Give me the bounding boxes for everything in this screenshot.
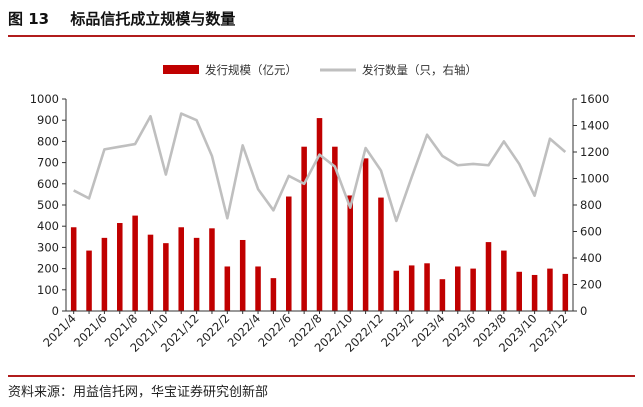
right-tick-label: 1000 <box>580 172 609 186</box>
bar-2022/4 <box>255 266 261 311</box>
left-tick-label: 300 <box>37 240 59 254</box>
bar-2021/12 <box>193 237 200 311</box>
left-tick-label: 600 <box>37 177 59 191</box>
bar-2023/9 <box>516 271 522 311</box>
bar-2022/1 <box>209 228 215 311</box>
x-tick-label: 2023/2 <box>378 311 417 350</box>
bar-2023/12 <box>562 273 569 311</box>
bar-2022/6 <box>286 196 292 311</box>
x-tick-label: 2022/4 <box>225 311 264 350</box>
bar-2021/9 <box>147 234 154 311</box>
bar-2023/8 <box>501 250 507 311</box>
top-rule <box>8 35 635 37</box>
x-tick-label: 2023/6 <box>440 311 479 350</box>
left-tick-label: 700 <box>37 156 59 170</box>
bar-2021/11 <box>178 227 184 311</box>
bar-2022/9 <box>332 146 338 311</box>
bar-2023/4 <box>439 279 446 311</box>
right-tick-label: 400 <box>580 251 602 265</box>
left-tick-label: 400 <box>37 219 59 233</box>
bar-2023/2 <box>408 265 415 311</box>
right-tick-label: 1200 <box>580 145 609 159</box>
left-tick-label: 900 <box>37 113 59 127</box>
bar-2022/12 <box>378 197 384 311</box>
bar-2021/4 <box>70 227 77 311</box>
left-tick-label: 0 <box>52 304 59 318</box>
right-tick-label: 1400 <box>580 119 609 133</box>
figure-title-bar: 图 13 标品信托成立规模与数量 <box>8 6 635 32</box>
bar-2022/8 <box>316 118 323 311</box>
right-tick-label: 0 <box>580 304 587 318</box>
x-tick-label: 2022/2 <box>194 311 233 350</box>
legend-line-label: 发行数量（只，右轴） <box>362 63 477 77</box>
x-tick-label: 2022/6 <box>255 311 294 350</box>
figure-number: 图 13 <box>8 10 50 28</box>
bar-2022/2 <box>224 266 231 311</box>
right-tick-label: 1600 <box>580 92 609 106</box>
bar-2021/7 <box>117 223 123 311</box>
left-tick-label: 200 <box>37 262 59 276</box>
bar-2021/6 <box>101 237 108 311</box>
left-tick-label: 1000 <box>30 92 59 106</box>
bottom-rule <box>8 375 635 377</box>
bar-2023/11 <box>547 268 553 311</box>
bar-2022/10 <box>347 195 353 311</box>
source-note: 资料来源：用益信托网，华宝证券研究创新部 <box>8 385 269 400</box>
bar-2022/3 <box>239 239 246 311</box>
x-tick-label: 2021/6 <box>71 311 110 350</box>
legend-bar-label: 发行规模（亿元） <box>205 63 297 77</box>
bar-2022/11 <box>362 158 369 311</box>
right-tick-label: 600 <box>580 225 602 239</box>
bar-2023/10 <box>531 274 538 311</box>
bar-2023/5 <box>455 266 461 311</box>
right-tick-label: 200 <box>580 278 602 292</box>
bar-2021/5 <box>86 250 92 311</box>
left-tick-label: 800 <box>37 134 59 148</box>
figure-title: 标品信托成立规模与数量 <box>70 10 236 28</box>
bar-2023/6 <box>470 268 476 311</box>
bar-2022/7 <box>301 146 307 311</box>
left-tick-label: 500 <box>37 198 59 212</box>
x-tick-label: 2021/4 <box>40 311 79 350</box>
bar-2022/5 <box>270 278 277 311</box>
x-tick-label: 2023/4 <box>409 311 448 350</box>
bar-2023/7 <box>485 242 492 311</box>
bar-2023/3 <box>424 263 430 311</box>
bar-2021/8 <box>132 215 138 311</box>
bar-2023/1 <box>393 270 400 311</box>
bar-2021/10 <box>163 243 169 311</box>
legend-bar-swatch <box>163 65 199 74</box>
right-tick-label: 800 <box>580 198 602 212</box>
left-tick-label: 100 <box>37 283 59 297</box>
line-series <box>73 112 567 223</box>
